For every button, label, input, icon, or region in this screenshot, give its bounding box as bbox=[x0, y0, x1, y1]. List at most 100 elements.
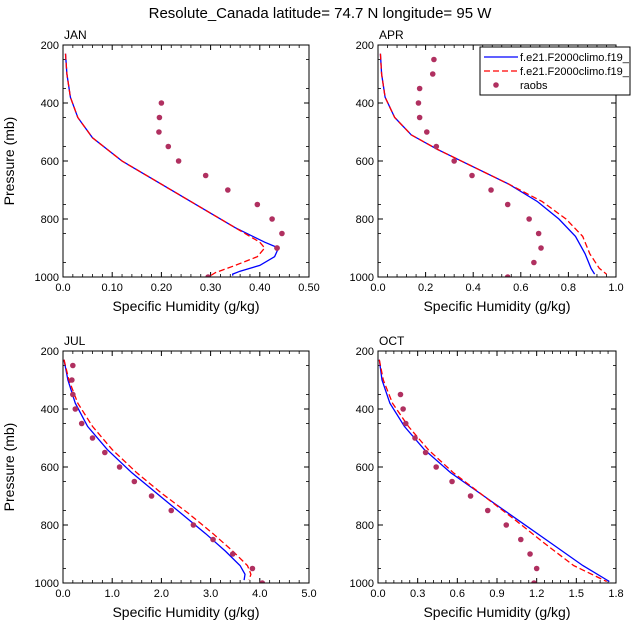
raobs-point bbox=[102, 449, 108, 456]
raobs-point bbox=[527, 551, 533, 557]
raobs-point bbox=[533, 565, 540, 572]
x-tick-label: 2.0 bbox=[154, 588, 169, 600]
panel-jan: JAN 0.0 0.10 0.20 0.30 0.40 0.50 200 400 600 800 10… bbox=[1, 28, 320, 314]
y-tick-label: 800 bbox=[356, 214, 374, 226]
series-line-model2 bbox=[63, 359, 252, 581]
y-tick-label: 400 bbox=[356, 404, 374, 416]
y-tick-label: 1000 bbox=[35, 272, 59, 284]
series-line-model1 bbox=[64, 53, 280, 276]
x-tick-label: 0.0 bbox=[370, 282, 385, 294]
y-tick-label: 800 bbox=[356, 520, 374, 532]
x-tick-label: 1.5 bbox=[569, 588, 584, 600]
y-tick-label: 800 bbox=[41, 520, 59, 532]
x-axis-label: Specific Humidity (g/kg) bbox=[423, 604, 570, 620]
y-tick-label: 600 bbox=[41, 462, 59, 474]
raobs-point bbox=[503, 522, 510, 528]
y-tick-label: 400 bbox=[41, 98, 59, 110]
panel-apr: APR 0.0 0.2 0.4 0.6 0.8 1.0 200 400 600 800 1000 Spe… bbox=[350, 28, 631, 314]
legend-label: f.e21.F2000climo.f19_ bbox=[520, 66, 630, 78]
x-tick-label: 1.0 bbox=[608, 282, 623, 294]
y-tick-label: 1000 bbox=[350, 578, 374, 590]
raobs-point bbox=[449, 478, 455, 485]
raobs-point bbox=[165, 143, 172, 150]
x-tick-label: 0.2 bbox=[418, 282, 433, 294]
raobs-point bbox=[467, 493, 474, 499]
raobs-point bbox=[538, 245, 544, 251]
x-tick-label: 1.2 bbox=[529, 588, 544, 600]
legend-box bbox=[479, 46, 631, 96]
x-axis-label: Specific Humidity (g/kg) bbox=[112, 298, 259, 314]
raobs-point bbox=[416, 85, 423, 92]
raobs-point bbox=[210, 536, 216, 543]
panel-oct: OCT 0.0 0.3 0.6 0.9 1.2 1.5 1.8 200 400 600 800 1000… bbox=[350, 334, 624, 620]
x-tick-label: 0.8 bbox=[561, 282, 576, 294]
legend-label: f.e21.F2000climo.f19_ bbox=[520, 52, 630, 64]
raobs-point bbox=[402, 420, 409, 427]
x-tick-label: 0.40 bbox=[249, 282, 270, 294]
x-tick-label: 3.0 bbox=[203, 588, 218, 600]
x-axis-label: Specific Humidity (g/kg) bbox=[112, 604, 259, 620]
raobs-point bbox=[249, 565, 256, 572]
raobs-point bbox=[205, 274, 211, 277]
raobs-point bbox=[78, 420, 85, 427]
x-axis-label: Specific Humidity (g/kg) bbox=[423, 298, 570, 314]
panel-title: APR bbox=[379, 28, 404, 42]
raobs-point bbox=[504, 201, 511, 208]
panel-title: JAN bbox=[64, 28, 87, 42]
y-tick-label: 400 bbox=[41, 404, 59, 416]
y-tick-label: 600 bbox=[41, 156, 59, 168]
x-tick-label: 0.0 bbox=[55, 282, 70, 294]
plot-frame bbox=[377, 44, 617, 278]
series-line-model1 bbox=[378, 359, 610, 583]
raobs-point bbox=[158, 100, 165, 106]
x-tick-label: 0.9 bbox=[489, 588, 504, 600]
raobs-point bbox=[412, 435, 418, 441]
series-line-model2 bbox=[64, 53, 266, 277]
panel-title: OCT bbox=[379, 334, 405, 348]
figure-title: Resolute_Canada latitude= 74.7 N longitu… bbox=[149, 5, 493, 22]
raobs-point bbox=[190, 522, 197, 528]
series-line-model2 bbox=[378, 359, 607, 583]
raobs-point bbox=[397, 391, 404, 398]
raobs-point bbox=[156, 114, 163, 121]
raobs-point bbox=[148, 493, 155, 499]
y-tick-label: 1000 bbox=[35, 578, 59, 590]
panel-jul: JUL 0.0 1.0 2.0 3.0 4.0 5.0 200 400 600 800 1000 Spe… bbox=[1, 334, 317, 620]
x-tick-label: 0.4 bbox=[466, 282, 481, 294]
raobs-point bbox=[504, 274, 511, 277]
raobs-point bbox=[484, 507, 491, 514]
raobs-point bbox=[131, 478, 138, 485]
raobs-point bbox=[175, 158, 182, 164]
x-tick-label: 1.0 bbox=[105, 588, 120, 600]
y-tick-label: 200 bbox=[356, 346, 374, 358]
raobs-point bbox=[431, 56, 437, 63]
x-tick-label: 0.0 bbox=[370, 588, 385, 600]
x-tick-label: 5.0 bbox=[301, 588, 316, 600]
x-tick-label: 0.0 bbox=[55, 588, 70, 600]
x-tick-label: 0.10 bbox=[101, 282, 122, 294]
plot-frame bbox=[62, 350, 310, 584]
raobs-point bbox=[70, 391, 76, 398]
x-tick-label: 4.0 bbox=[252, 588, 267, 600]
raobs-point bbox=[518, 536, 524, 543]
series-line-model1 bbox=[63, 359, 246, 581]
x-tick-label: 0.6 bbox=[450, 588, 465, 600]
raobs-point bbox=[72, 406, 79, 412]
raobs-point bbox=[416, 114, 423, 121]
raobs-point bbox=[433, 143, 440, 150]
raobs-point bbox=[116, 464, 123, 470]
raobs-point bbox=[451, 158, 457, 164]
raobs-point bbox=[488, 187, 494, 193]
y-tick-label: 800 bbox=[41, 214, 59, 226]
raobs-point bbox=[279, 230, 285, 237]
raobs-point bbox=[429, 71, 436, 77]
plot-area bbox=[64, 53, 285, 277]
plot-area bbox=[379, 53, 607, 277]
plot-area bbox=[63, 359, 266, 583]
raobs-point bbox=[89, 435, 96, 441]
raobs-point bbox=[225, 187, 231, 193]
plot-frame bbox=[62, 44, 310, 278]
raobs-point bbox=[469, 172, 475, 179]
plot-frame bbox=[377, 350, 617, 584]
